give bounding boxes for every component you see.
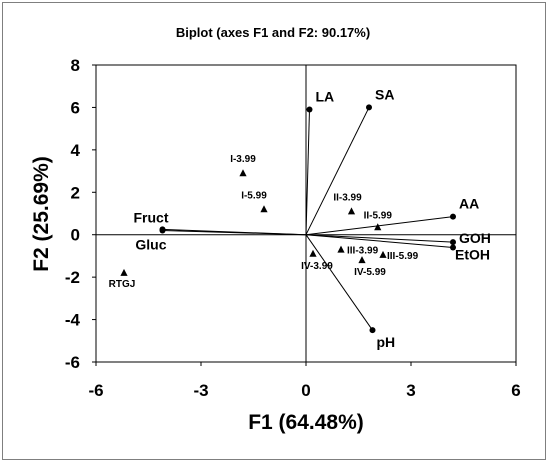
vector-sa: [305, 107, 370, 235]
x-tick-label: 6: [511, 381, 520, 400]
observation-marker: [239, 169, 247, 177]
observation-marker: [260, 205, 268, 213]
observation-marker: [309, 249, 317, 257]
x-tick-label: -6: [88, 381, 103, 400]
vector-label-goh: GOH: [459, 230, 491, 246]
observation-label: RTGJ: [109, 279, 136, 290]
observation-label: II-3.99: [333, 192, 362, 203]
observation-marker: [374, 223, 382, 231]
y-tick-label: 8: [71, 56, 80, 75]
observation-marker: [120, 268, 128, 276]
x-tick-label: 3: [406, 381, 415, 400]
vector-goh: [305, 234, 454, 243]
vector-label-la: LA: [316, 89, 335, 105]
y-tick-label: -6: [65, 353, 80, 372]
vector-label-sa: SA: [375, 86, 394, 102]
y-axis-title: F2 (25.69%): [30, 156, 53, 272]
x-axis-title: F1 (64.48%): [248, 411, 364, 434]
observation-label: I-5.99: [241, 190, 267, 201]
observation-label: III-5.99: [387, 251, 419, 262]
chart-frame: [2, 2, 546, 460]
vector-label-fruct: Fruct: [134, 209, 169, 225]
observation-label: II-5.99: [364, 210, 393, 221]
vector-la: [305, 109, 310, 235]
vector-endpoint-aa: [450, 213, 456, 220]
y-tick-label: 6: [71, 98, 80, 117]
x-tick-label: -3: [193, 381, 208, 400]
y-tick-label: 4: [71, 141, 81, 160]
observation-label: I-3.99: [230, 154, 256, 165]
chart-title: Biplot (axes F1 and F2: 90.17%): [176, 25, 370, 40]
vector-label-ph: pH: [377, 334, 396, 350]
vector-label-gluc: Gluc: [135, 236, 166, 252]
vector-endpoint-goh: [450, 239, 456, 246]
observation-label: IV-5.99: [354, 267, 386, 278]
vector-endpoint-gluc: [159, 227, 166, 234]
y-tick-label: 0: [71, 226, 80, 245]
observation-label: III-3.99: [347, 246, 379, 257]
y-tick-label: 2: [71, 183, 80, 202]
vector-ph: [305, 234, 373, 331]
observation-marker: [379, 250, 387, 258]
vector-endpoint-ph: [369, 327, 376, 334]
vector-gluc: [162, 229, 307, 236]
y-tick-label: -4: [65, 311, 81, 330]
vector-label-aa: AA: [459, 196, 479, 212]
observation-marker: [337, 245, 345, 253]
x-axis-ticks: -6 -3 0 3 6: [88, 362, 521, 400]
vector-etoh: [305, 234, 454, 248]
y-tick-label: -2: [65, 268, 80, 287]
vector-endpoint-etoh: [450, 244, 456, 251]
observation-marker: [358, 256, 366, 264]
y-axis-ticks: -6 -4 -2 0 2 4 6 8: [65, 56, 96, 372]
x-tick-label: 0: [301, 381, 310, 400]
vector-label-etoh: EtOH: [455, 246, 490, 262]
vector-aa: [305, 216, 454, 236]
observation-label: IV-3.99: [301, 261, 333, 272]
vector-endpoint-la: [306, 106, 313, 113]
observation-marker: [347, 207, 356, 215]
vector-endpoint-sa: [366, 104, 372, 111]
